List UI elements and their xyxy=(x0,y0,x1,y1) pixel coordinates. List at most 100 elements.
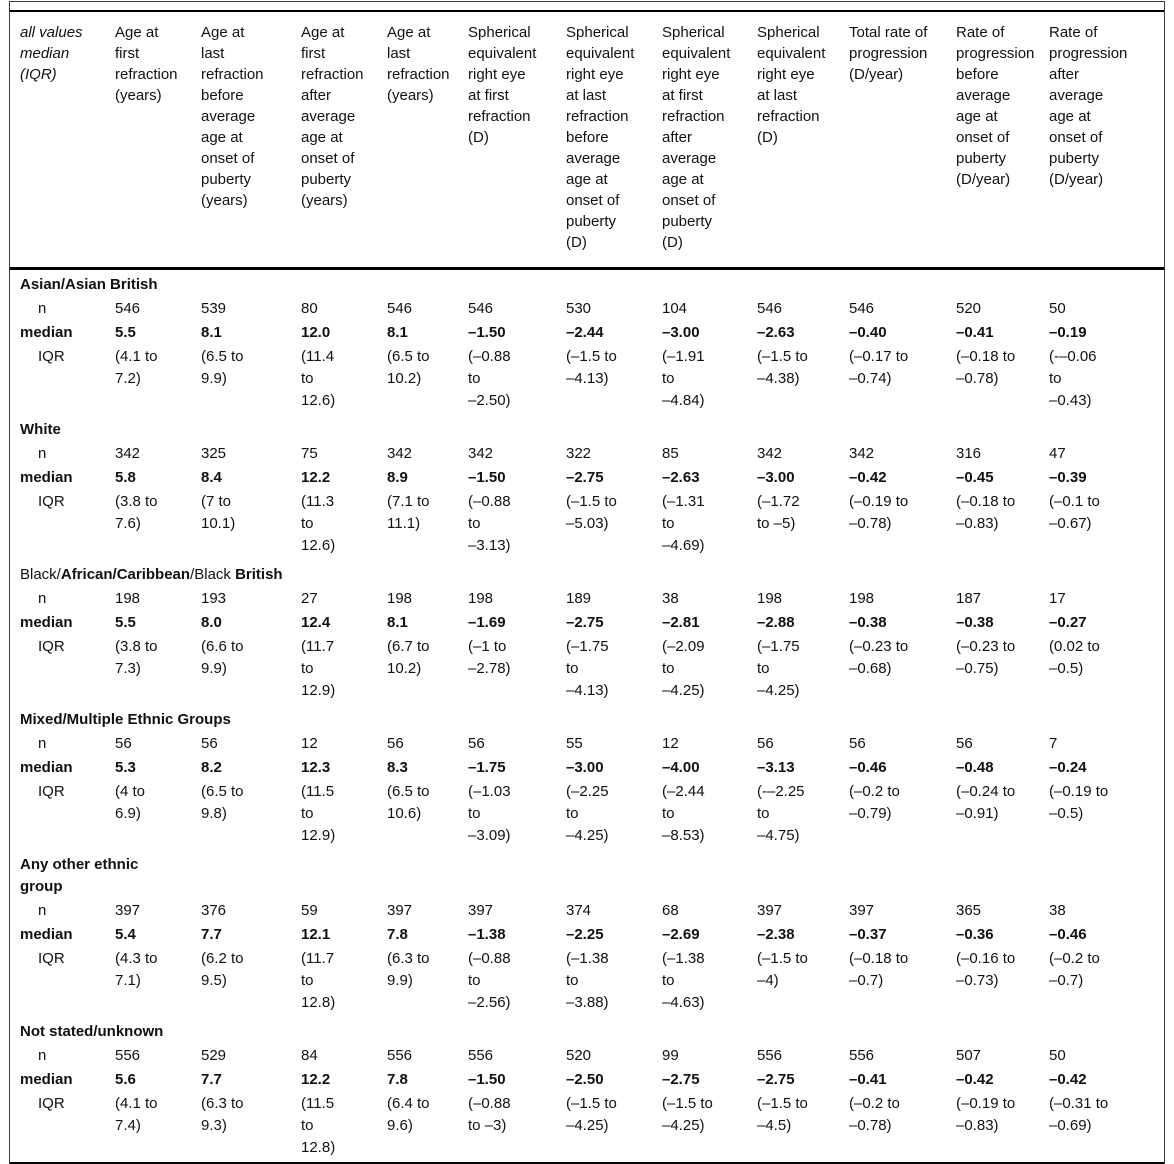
n-value-cell: 75 xyxy=(301,445,318,462)
n-value-cell: 376 xyxy=(201,902,227,919)
iqr-row: IQR (4 to 6.9) (6.5 to 9.8) (11.5 to 12.9) (… xyxy=(10,780,1164,850)
n-value-cell: 397 xyxy=(468,902,494,919)
median-value-cell: 12.1 xyxy=(301,926,331,943)
n-value-cell: 520 xyxy=(956,300,982,317)
median-value-cell: –2.69 xyxy=(662,926,700,943)
median-value-cell: 8.4 xyxy=(201,469,222,486)
row-label-iqr: IQR xyxy=(38,638,65,655)
median-value-cell: –2.81 xyxy=(662,614,700,631)
n-value-cell: 68 xyxy=(662,902,679,919)
median-value-cell: 12.2 xyxy=(301,469,331,486)
iqr-value-cell: (–2.44 to –8.53) xyxy=(662,783,705,844)
iqr-value-cell: (0.02 to –0.5) xyxy=(1049,638,1100,677)
iqr-value-cell: (4 to 6.9) xyxy=(115,783,146,822)
n-value-cell: 193 xyxy=(201,590,227,607)
n-value-cell: 397 xyxy=(757,902,783,919)
corner-label: all values median (IQR) xyxy=(20,24,83,83)
group-header-cell: Asian/Asian British xyxy=(10,269,1164,298)
iqr-value-cell: (3.8 to 7.3) xyxy=(115,638,158,677)
group-header-cell: Mixed/Multiple Ethnic Groups xyxy=(10,705,1164,732)
group-header-cell: White xyxy=(10,415,1164,442)
n-row: n 56 56 12 56 56 55 12 56 56 56 7 xyxy=(10,732,1164,756)
iqr-value-cell: (–0.88 to –2.50) xyxy=(468,348,511,409)
iqr-value-cell: (6.4 to 9.6) xyxy=(387,1095,430,1134)
iqr-value-cell: (–0.18 to –0.83) xyxy=(956,493,1016,532)
column-header: Age at last refraction (years) xyxy=(387,24,450,104)
median-value-cell: –1.50 xyxy=(468,324,506,341)
group-name-segment: African/Caribbean xyxy=(60,566,191,583)
n-value-cell: 374 xyxy=(566,902,592,919)
median-value-cell: –0.42 xyxy=(956,1071,994,1088)
median-value-cell: –0.38 xyxy=(956,614,994,631)
iqr-value-cell: (-–0.06 to –0.43) xyxy=(1049,348,1097,409)
group-header-row: Black/African/Caribbean/Black British xyxy=(10,560,1164,587)
iqr-value-cell: (–0.18 to –0.78) xyxy=(956,348,1016,387)
iqr-value-cell: (–1.91 to –4.84) xyxy=(662,348,705,409)
n-value-cell: 80 xyxy=(301,300,318,317)
n-value-cell: 56 xyxy=(757,735,774,752)
column-header: Spherical equivalent right eye at first … xyxy=(662,24,731,251)
median-value-cell: 8.2 xyxy=(201,759,222,776)
iqr-value-cell: (–0.88 to –2.56) xyxy=(468,950,511,1011)
median-value-cell: –0.42 xyxy=(849,469,887,486)
n-value-cell: 187 xyxy=(956,590,982,607)
n-value-cell: 12 xyxy=(662,735,679,752)
iqr-value-cell: (4.3 to 7.1) xyxy=(115,950,158,989)
median-value-cell: –2.75 xyxy=(566,614,604,631)
group-name-segment: Asian/Asian British xyxy=(20,276,158,293)
iqr-value-cell: (11.5 to 12.9) xyxy=(301,783,336,844)
n-value-cell: 99 xyxy=(662,1047,679,1064)
median-value-cell: –0.45 xyxy=(956,469,994,486)
iqr-value-cell: (–0.2 to –0.7) xyxy=(1049,950,1100,989)
n-value-cell: 47 xyxy=(1049,445,1066,462)
iqr-value-cell: (–0.19 to –0.78) xyxy=(849,493,909,532)
row-label-median: median xyxy=(20,469,73,486)
n-value-cell: 38 xyxy=(1049,902,1066,919)
n-row: n 546 539 80 546 546 530 104 546 546 520 50 xyxy=(10,297,1164,321)
iqr-value-cell: (–2.09 to –4.25) xyxy=(662,638,705,699)
median-value-cell: –0.46 xyxy=(849,759,887,776)
n-value-cell: 556 xyxy=(387,1047,413,1064)
median-value-cell: –0.42 xyxy=(1049,1071,1087,1088)
group-header-row: White xyxy=(10,415,1164,442)
median-value-cell: 7.8 xyxy=(387,1071,408,1088)
group-header-row: Mixed/Multiple Ethnic Groups xyxy=(10,705,1164,732)
n-value-cell: 56 xyxy=(468,735,485,752)
row-label-iqr: IQR xyxy=(38,950,65,967)
group-name-segment: /Black xyxy=(190,566,236,583)
n-value-cell: 56 xyxy=(387,735,404,752)
iqr-value-cell: (–0.23 to –0.75) xyxy=(956,638,1016,677)
iqr-value-cell: (–1.03 to –3.09) xyxy=(468,783,511,844)
column-header: Spherical equivalent right eye at last r… xyxy=(757,24,826,146)
n-value-cell: 12 xyxy=(301,735,318,752)
iqr-value-cell: (11.4 to 12.6) xyxy=(301,348,336,409)
median-value-cell: –0.46 xyxy=(1049,926,1087,943)
median-value-cell: 7.7 xyxy=(201,926,222,943)
row-label-n: n xyxy=(38,735,47,752)
iqr-value-cell: (–0.88 to –3) xyxy=(468,1095,511,1134)
median-value-cell: 12.3 xyxy=(301,759,331,776)
iqr-value-cell: (–0.23 to –0.68) xyxy=(849,638,909,677)
n-value-cell: 342 xyxy=(757,445,783,462)
median-value-cell: –2.63 xyxy=(662,469,700,486)
n-value-cell: 397 xyxy=(849,902,875,919)
n-value-cell: 59 xyxy=(301,902,318,919)
median-value-cell: 8.1 xyxy=(387,614,408,631)
column-header: Age at last refraction before average ag… xyxy=(201,24,264,209)
median-value-cell: 8.3 xyxy=(387,759,408,776)
iqr-value-cell: (4.1 to 7.4) xyxy=(115,1095,158,1134)
median-value-cell: –3.13 xyxy=(757,759,795,776)
median-value-cell: –2.44 xyxy=(566,324,604,341)
n-value-cell: 520 xyxy=(566,1047,592,1064)
column-header: Spherical equivalent right eye at first … xyxy=(468,24,537,146)
median-value-cell: –0.39 xyxy=(1049,469,1087,486)
group-header-cell: Black/African/Caribbean/Black British xyxy=(10,560,1164,587)
iqr-value-cell: (7.1 to 11.1) xyxy=(387,493,430,532)
n-value-cell: 7 xyxy=(1049,735,1058,752)
median-value-cell: –0.38 xyxy=(849,614,887,631)
n-value-cell: 546 xyxy=(849,300,875,317)
n-value-cell: 316 xyxy=(956,445,982,462)
iqr-value-cell: (–0.19 to –0.5) xyxy=(1049,783,1109,822)
row-label-median: median xyxy=(20,324,73,341)
iqr-value-cell: (–1.38 to –4.63) xyxy=(662,950,705,1011)
